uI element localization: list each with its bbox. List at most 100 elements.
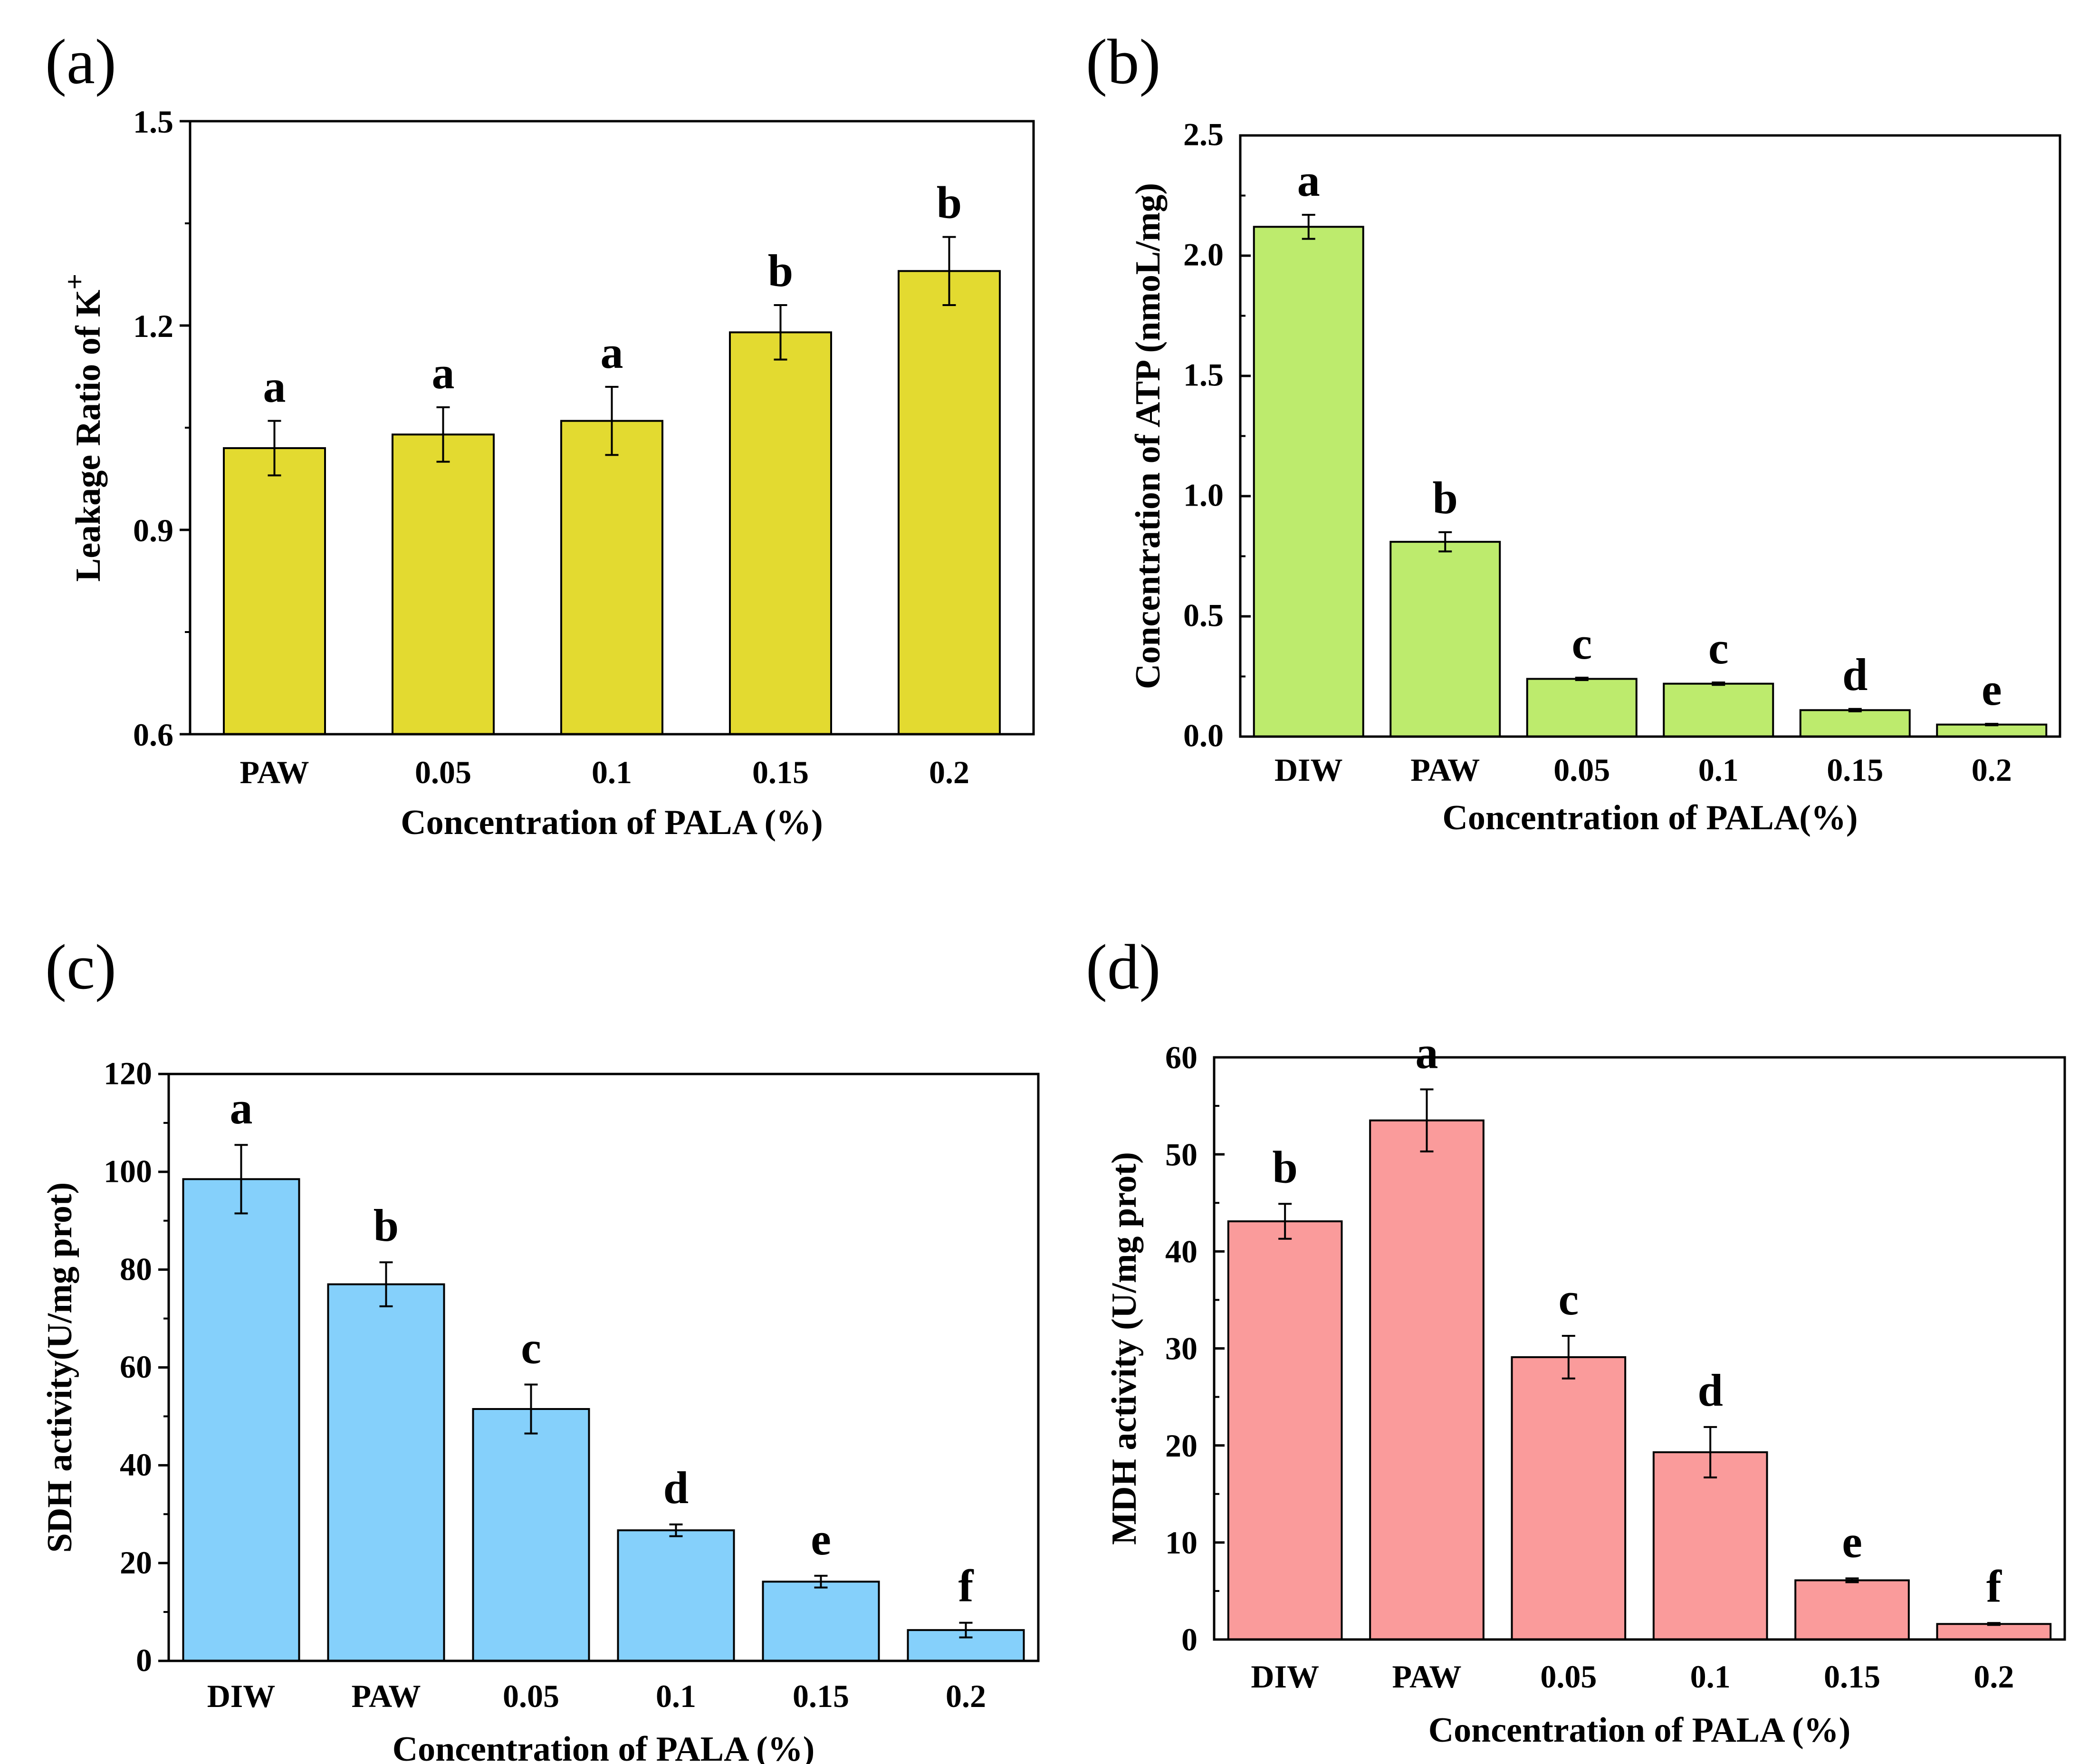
- error-bar-2: [1562, 1334, 1575, 1380]
- y-tick-label-6: 60: [1165, 1039, 1197, 1075]
- x-axis-title: Concentration of PALA (%): [393, 1730, 815, 1764]
- error-bar-3: [774, 304, 787, 361]
- y-tick-label-2: 20: [1165, 1428, 1197, 1464]
- x-tick-label-3: 0.15: [752, 754, 809, 790]
- x-tick-label-2: 0.05: [1540, 1659, 1597, 1695]
- bar-0: [182, 1178, 300, 1662]
- y-tick-label-0: 0.0: [1183, 717, 1224, 753]
- bar-1: [1369, 1119, 1485, 1640]
- x-tick-label-2: 0.05: [503, 1678, 559, 1714]
- bar-3: [617, 1529, 735, 1662]
- y-axis-title: SDH activity(U/mg prot): [40, 1182, 79, 1553]
- significance-letter-3: b: [768, 245, 793, 296]
- panel-c-label: (c): [45, 932, 116, 1003]
- x-tick-label-3: 0.1: [1690, 1659, 1731, 1695]
- bar-4: [898, 270, 1001, 735]
- x-tick-label-3: 0.1: [656, 1678, 696, 1714]
- significance-letter-2: c: [1559, 1274, 1579, 1324]
- x-axis-title: Concentration of PALA (%): [1428, 1711, 1851, 1750]
- significance-letter-5: f: [958, 1561, 974, 1611]
- y-tick-label-4: 80: [120, 1251, 152, 1287]
- x-tick-label-1: PAW: [1392, 1659, 1461, 1695]
- significance-letter-4: d: [1842, 649, 1868, 700]
- significance-letter-2: c: [521, 1323, 541, 1373]
- significance-letter-3: d: [663, 1462, 689, 1513]
- chart-a: a PAW a 0.05 a 0.1 b 0.15 b 0.2 0.6 0.9 1.2 1.5 Concen…: [59, 104, 1035, 842]
- significance-letter-2: c: [1571, 618, 1592, 669]
- significance-letter-0: a: [230, 1083, 253, 1133]
- significance-letter-3: c: [1708, 623, 1729, 673]
- x-tick-label-3: 0.1: [1698, 752, 1739, 788]
- error-bar-1: [379, 1261, 393, 1307]
- error-bar-0: [1302, 213, 1315, 240]
- bar-3: [729, 331, 832, 735]
- y-tick-label-1: 0.9: [133, 512, 173, 548]
- bar-1: [392, 433, 495, 735]
- bar-2: [1511, 1356, 1627, 1640]
- x-tick-label-5: 0.2: [1972, 752, 2012, 788]
- y-tick-label-2: 40: [120, 1447, 152, 1483]
- y-axis-title: MDH activity (U/mg prot): [1105, 1152, 1144, 1545]
- panel-c: (c) a DIW b PAW c 0.05 d 0.1 e 0.15 f 0.2 0 20 40 60 80 1…: [40, 932, 1040, 1764]
- error-bar-4: [942, 236, 956, 306]
- x-axis-title: Concentration of PALA(%): [1442, 798, 1858, 837]
- x-tick-label-4: 0.15: [1827, 752, 1883, 788]
- y-tick-label-5: 2.5: [1183, 116, 1224, 152]
- y-tick-label-6: 120: [104, 1055, 152, 1092]
- bar-0: [223, 447, 326, 735]
- significance-letter-4: b: [937, 177, 962, 228]
- panel-d: (d) b DIW a PAW c 0.05 d 0.1 e 0.15 f 0.2 0 10 20 30 40 5…: [1086, 932, 2066, 1750]
- y-tick-label-3: 1.5: [133, 104, 173, 140]
- x-tick-label-5: 0.2: [1973, 1659, 2014, 1695]
- panel-d-label: (d): [1086, 932, 1160, 1003]
- panel-a-label: (a): [45, 27, 116, 97]
- significance-letter-1: a: [1416, 1027, 1438, 1078]
- significance-letter-1: a: [432, 347, 455, 398]
- significance-letter-5: e: [1982, 664, 2002, 715]
- error-bar-5: [1985, 723, 1999, 727]
- chart-c: a DIW b PAW c 0.05 d 0.1 e 0.15 f 0.2 0 20 40 60 80 100 12…: [40, 1055, 1040, 1764]
- y-tick-label-5: 50: [1165, 1136, 1197, 1172]
- significance-letter-2: a: [601, 327, 623, 378]
- y-axis-title-superscript: +: [59, 274, 90, 290]
- bar-5: [1936, 723, 2048, 738]
- significance-letter-3: d: [1697, 1365, 1723, 1416]
- bar-4: [762, 1581, 880, 1662]
- panel-b: (b) a DIW b PAW c 0.05 c 0.1 d 0.15 e 0.2 0.0 0.5 1.0 1…: [1086, 27, 2061, 837]
- x-tick-label-0: DIW: [207, 1678, 276, 1714]
- y-tick-label-0: 0: [136, 1642, 152, 1678]
- chart-b: a DIW b PAW c 0.05 c 0.1 d 0.15 e 0.2 0.0 0.5 1.0 1.5 2.…: [1129, 116, 2061, 837]
- error-bar-5: [959, 1621, 973, 1639]
- error-bar-2: [1575, 677, 1589, 681]
- error-bar-3: [669, 1523, 683, 1537]
- bar-1: [1389, 541, 1501, 738]
- y-tick-label-1: 0.5: [1183, 597, 1224, 633]
- bar-3: [1663, 682, 1774, 738]
- error-bar-2: [605, 386, 619, 456]
- bar-0: [1253, 226, 1364, 738]
- x-tick-label-0: PAW: [239, 754, 309, 790]
- error-bar-0: [268, 420, 281, 477]
- y-tick-label-0: 0: [1181, 1621, 1197, 1658]
- x-tick-label-0: DIW: [1274, 752, 1343, 788]
- y-tick-label-4: 40: [1165, 1233, 1197, 1269]
- x-tick-label-4: 0.2: [929, 754, 969, 790]
- y-tick-label-1: 10: [1165, 1524, 1197, 1561]
- y-tick-label-5: 100: [104, 1153, 152, 1189]
- bar-2: [1526, 678, 1638, 738]
- error-bar-5: [1987, 1622, 2001, 1626]
- bar-4: [1799, 709, 1911, 738]
- panel-b-label: (b): [1086, 27, 1160, 97]
- x-tick-label-1: PAW: [351, 1678, 421, 1714]
- significance-letter-1: b: [374, 1200, 399, 1251]
- x-tick-label-4: 0.15: [793, 1678, 849, 1714]
- error-bar-4: [1848, 708, 1862, 712]
- bar-1: [327, 1283, 445, 1662]
- error-bar-3: [1704, 1426, 1717, 1479]
- y-tick-label-3: 60: [120, 1349, 152, 1385]
- x-tick-label-2: 0.05: [1553, 752, 1610, 788]
- significance-letter-4: e: [811, 1514, 831, 1564]
- x-tick-label-1: 0.05: [415, 754, 471, 790]
- significance-letter-5: f: [1986, 1561, 2002, 1611]
